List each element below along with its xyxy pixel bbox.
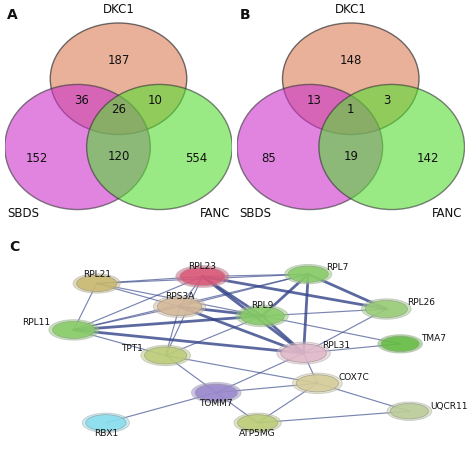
Text: 142: 142 (417, 152, 439, 165)
Ellipse shape (49, 319, 99, 340)
Text: 152: 152 (26, 152, 48, 165)
Ellipse shape (191, 383, 241, 403)
Text: TOMM7: TOMM7 (200, 399, 233, 408)
Text: FANC: FANC (432, 207, 462, 220)
Ellipse shape (141, 345, 191, 365)
Ellipse shape (381, 336, 419, 352)
Text: 19: 19 (343, 150, 358, 163)
Text: B: B (239, 8, 250, 22)
Ellipse shape (5, 84, 150, 210)
Text: RPL7: RPL7 (327, 263, 349, 272)
Ellipse shape (176, 265, 229, 287)
Ellipse shape (87, 84, 232, 210)
Ellipse shape (154, 296, 206, 318)
Ellipse shape (237, 415, 278, 431)
Ellipse shape (277, 342, 330, 364)
Text: RBX1: RBX1 (94, 429, 118, 438)
Text: RPL31: RPL31 (322, 340, 350, 349)
Ellipse shape (292, 373, 342, 393)
Text: FANC: FANC (200, 207, 230, 220)
Ellipse shape (180, 267, 225, 286)
Text: 120: 120 (107, 150, 130, 163)
Ellipse shape (237, 84, 383, 210)
Ellipse shape (234, 413, 281, 432)
Text: RPL23: RPL23 (189, 262, 217, 271)
Text: RPL9: RPL9 (251, 301, 273, 310)
Ellipse shape (288, 266, 328, 283)
Text: DKC1: DKC1 (102, 3, 135, 16)
Text: COX7C: COX7C (338, 373, 369, 382)
Ellipse shape (387, 402, 432, 420)
Ellipse shape (281, 344, 326, 362)
Ellipse shape (378, 335, 422, 353)
Text: 13: 13 (307, 94, 322, 107)
Text: 26: 26 (111, 103, 126, 116)
Text: DKC1: DKC1 (335, 3, 367, 16)
Text: 187: 187 (107, 54, 130, 67)
Text: A: A (7, 8, 18, 22)
Ellipse shape (86, 415, 126, 431)
Ellipse shape (236, 305, 288, 327)
Text: RPS3A: RPS3A (165, 292, 194, 301)
Ellipse shape (319, 84, 465, 210)
Ellipse shape (73, 274, 120, 293)
Text: TMA7: TMA7 (421, 334, 446, 343)
Ellipse shape (77, 275, 117, 292)
Ellipse shape (283, 23, 419, 135)
Text: 554: 554 (185, 152, 207, 165)
Text: SBDS: SBDS (239, 207, 271, 220)
Ellipse shape (157, 298, 201, 316)
Text: TPT1: TPT1 (121, 344, 143, 353)
Text: RPL26: RPL26 (407, 298, 435, 307)
Ellipse shape (145, 347, 187, 364)
Ellipse shape (82, 413, 129, 432)
Text: RPL11: RPL11 (23, 319, 51, 328)
Text: RPL21: RPL21 (82, 270, 111, 279)
Text: 10: 10 (147, 94, 162, 107)
Ellipse shape (365, 301, 408, 318)
Text: 85: 85 (262, 152, 276, 165)
Ellipse shape (240, 307, 284, 325)
Text: 148: 148 (339, 54, 362, 67)
Text: UQCR11: UQCR11 (430, 402, 467, 411)
Text: 3: 3 (383, 94, 391, 107)
Ellipse shape (296, 375, 338, 392)
Ellipse shape (50, 23, 187, 135)
Text: C: C (9, 240, 19, 255)
Ellipse shape (284, 264, 332, 284)
Text: 1: 1 (347, 103, 355, 116)
Ellipse shape (390, 403, 428, 419)
Text: ATP5MG: ATP5MG (239, 429, 276, 438)
Text: 36: 36 (75, 94, 90, 107)
Ellipse shape (362, 299, 411, 319)
Text: SBDS: SBDS (7, 207, 39, 220)
Ellipse shape (195, 384, 237, 401)
Ellipse shape (53, 321, 95, 338)
